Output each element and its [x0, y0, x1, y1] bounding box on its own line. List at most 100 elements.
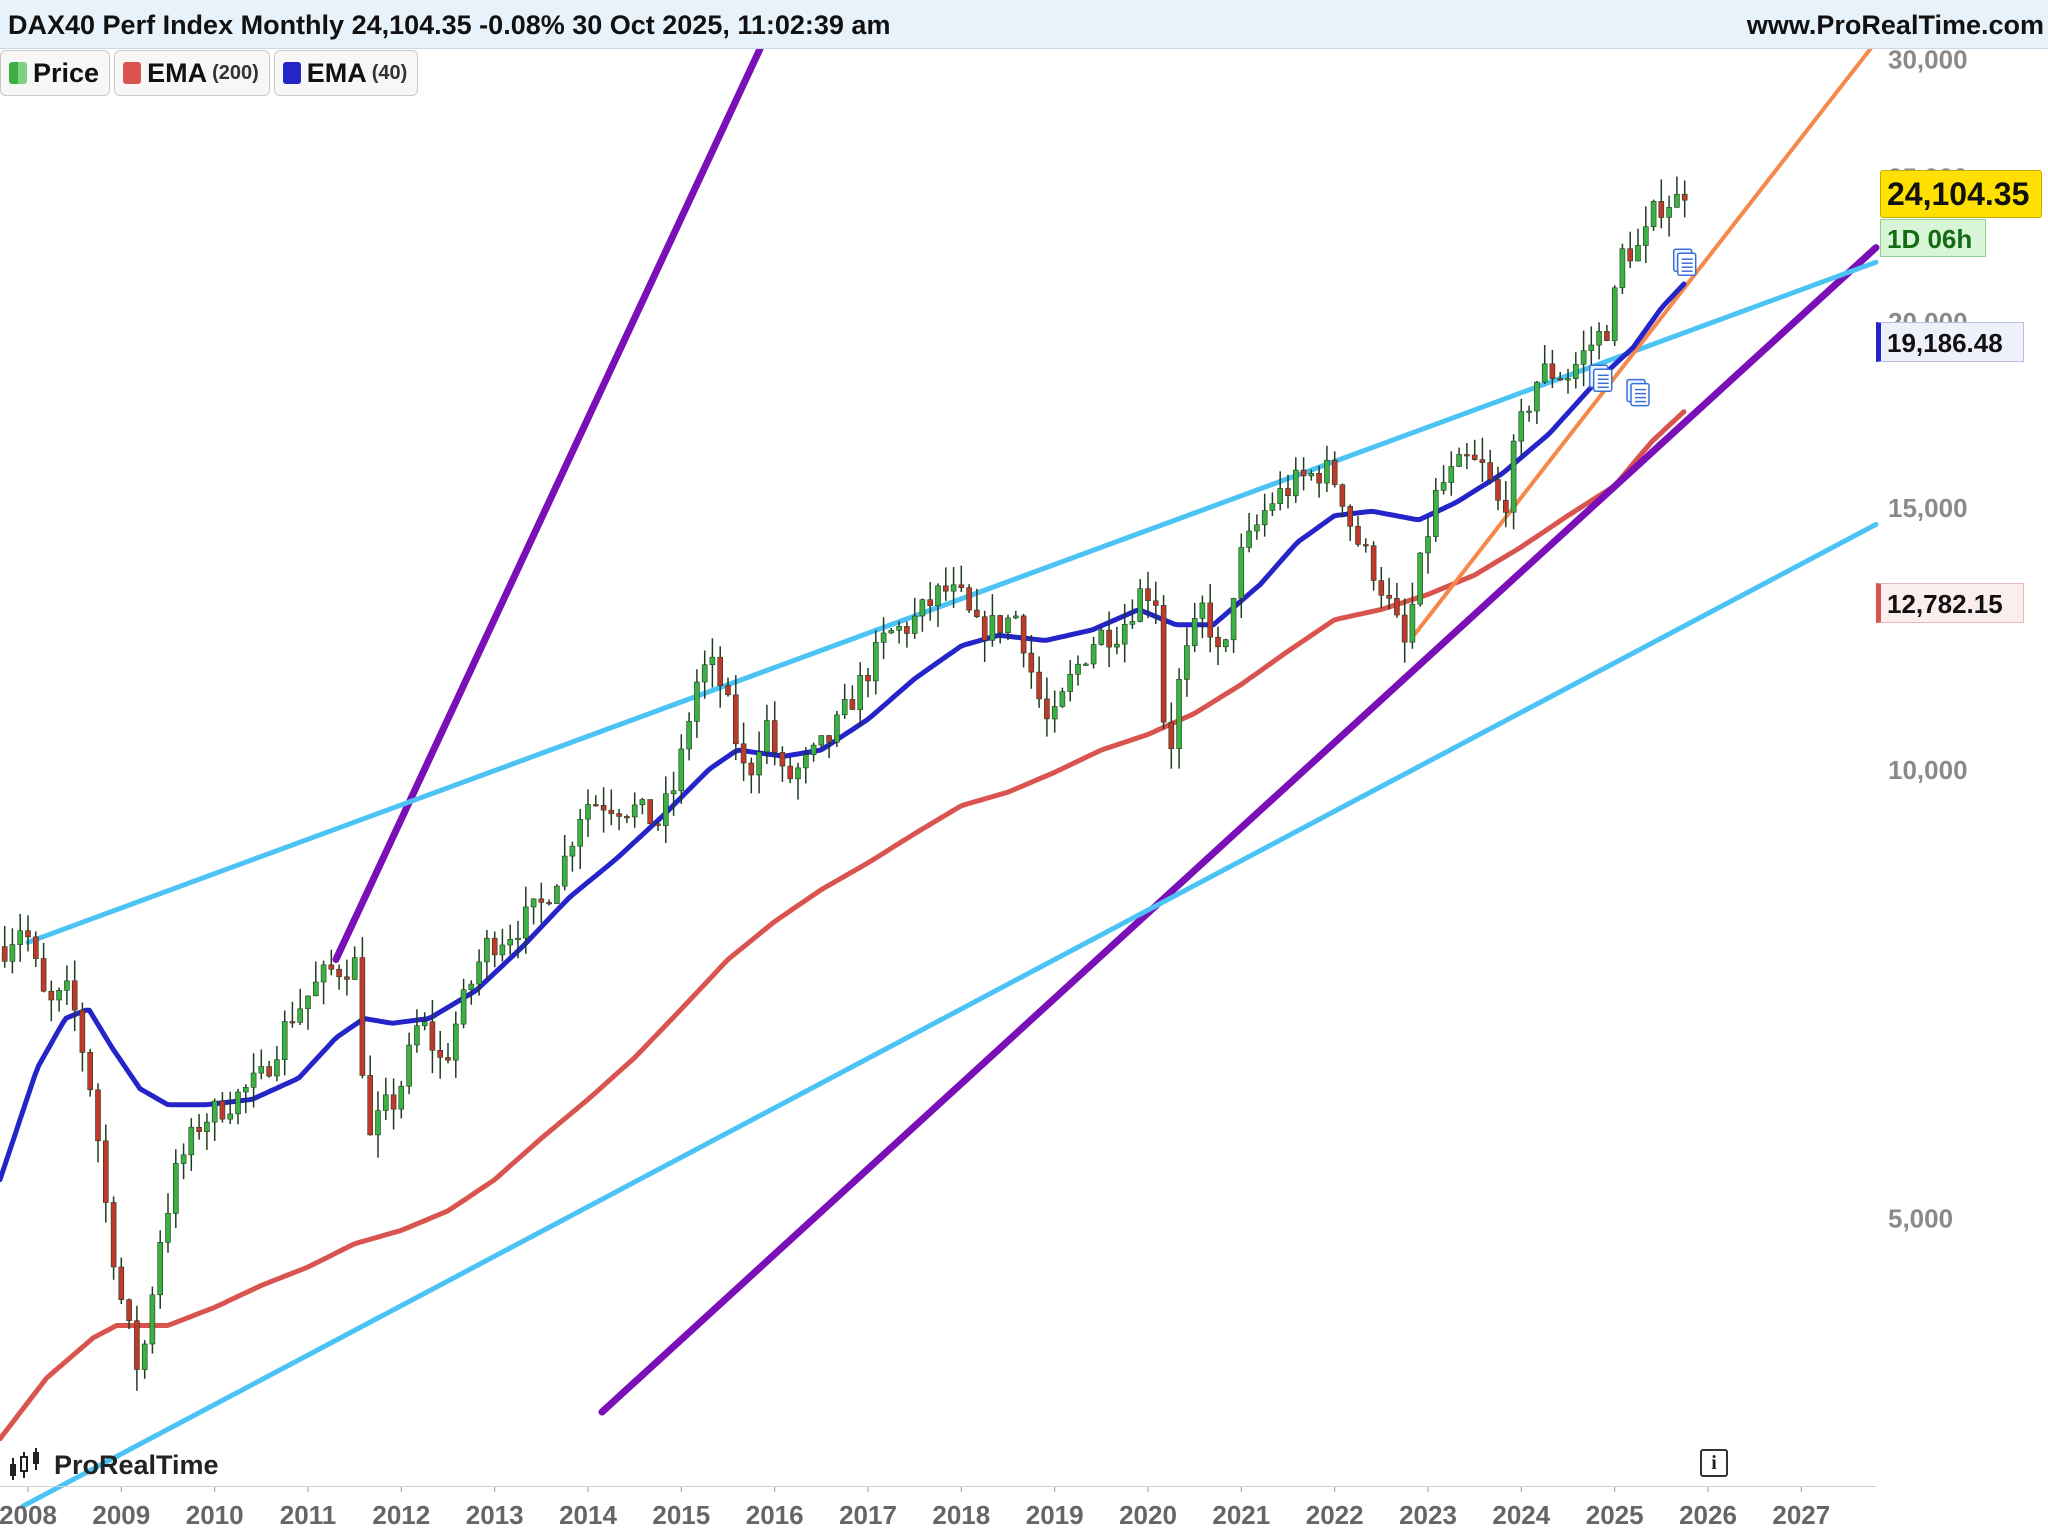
candle — [1285, 474, 1291, 509]
candle — [608, 789, 615, 826]
legend-price[interactable]: Price — [0, 50, 111, 96]
candle — [1254, 514, 1260, 540]
candle-body — [522, 906, 529, 939]
indicator-legend: Price EMA (200) EMA (40) — [0, 50, 419, 96]
candle-body — [546, 902, 552, 905]
candle-time-left-badge: 1D 06h — [1880, 219, 1986, 257]
candle-body — [1526, 410, 1532, 413]
candle-body — [857, 674, 864, 710]
note-icon[interactable] — [1672, 248, 1697, 276]
candle — [258, 1049, 265, 1080]
x-tick-label: 2013 — [466, 1500, 524, 1530]
candle — [1386, 577, 1392, 610]
candle-body — [997, 615, 1004, 634]
candle — [204, 1113, 210, 1150]
candle — [1355, 516, 1361, 547]
candle — [289, 1001, 296, 1028]
candle-body — [1059, 691, 1066, 707]
candle-body — [1347, 506, 1353, 527]
candle-body — [1604, 331, 1610, 341]
candle — [857, 662, 864, 727]
candle-body — [141, 1343, 148, 1370]
candle-body — [1549, 363, 1556, 379]
candle-body — [935, 585, 941, 606]
candle-body — [950, 584, 957, 592]
candle — [367, 1055, 374, 1136]
trendlines-layer[interactable] — [20, 34, 1880, 1509]
candle-body — [157, 1242, 163, 1296]
candle-body — [1401, 614, 1408, 643]
purple-trend-line — [598, 244, 1880, 1416]
candle-body — [274, 1059, 280, 1077]
x-tick-label: 2021 — [1212, 1500, 1270, 1530]
candle — [445, 1043, 451, 1064]
legend-ema40[interactable]: EMA (40) — [273, 50, 419, 96]
candle-body — [1129, 621, 1136, 625]
info-icon[interactable]: i — [1700, 1449, 1728, 1477]
candle-body — [1339, 484, 1346, 507]
notes-layer[interactable] — [1588, 248, 1697, 407]
candle — [95, 1083, 101, 1163]
candle — [1106, 611, 1112, 668]
candle-body — [1619, 248, 1626, 289]
chart-title: DAX40 Perf Index Monthly 24,104.35 -0.08… — [8, 10, 891, 40]
candle-body — [429, 1021, 436, 1051]
candle-body — [1036, 671, 1042, 700]
candle — [1184, 627, 1190, 697]
candle — [1448, 451, 1455, 496]
candle — [1409, 582, 1416, 649]
x-tick-label: 2015 — [652, 1500, 710, 1530]
candle-body — [211, 1100, 218, 1123]
candle — [655, 821, 661, 831]
candle — [126, 1298, 132, 1329]
candle-body — [110, 1202, 117, 1268]
candle-body — [204, 1121, 210, 1132]
candle — [1456, 447, 1462, 468]
candle-body — [1510, 440, 1517, 513]
candle — [1153, 581, 1159, 625]
candle-body — [911, 615, 918, 634]
candle-body — [1378, 580, 1385, 596]
candle-body — [966, 587, 972, 611]
candle — [1269, 492, 1276, 516]
x-tick-label: 2024 — [1492, 1500, 1550, 1530]
candle-body — [118, 1266, 125, 1301]
candle — [1324, 445, 1330, 492]
candle-body — [406, 1044, 412, 1087]
legend-ema200[interactable]: EMA (200) — [114, 50, 270, 96]
candle-body — [577, 818, 584, 847]
candle — [344, 959, 350, 996]
candle-body — [1370, 545, 1377, 581]
candle — [406, 1032, 412, 1095]
candle — [243, 1084, 249, 1114]
candle — [110, 1196, 117, 1280]
candle — [639, 797, 646, 815]
candle-body — [1300, 469, 1307, 477]
candle — [872, 630, 879, 695]
candle — [1331, 451, 1338, 488]
candle-body — [421, 1021, 428, 1026]
candle-body — [1106, 629, 1112, 648]
note-icon[interactable] — [1626, 378, 1650, 407]
candle — [1145, 571, 1151, 619]
candle — [429, 999, 436, 1074]
note-icon[interactable] — [1588, 364, 1613, 393]
candle-body — [173, 1163, 179, 1214]
candle — [211, 1098, 218, 1141]
candle-body — [1230, 598, 1237, 641]
brand-link[interactable]: www.ProRealTime.com — [1746, 10, 2044, 40]
candle-body — [17, 930, 24, 945]
candle-body — [1643, 226, 1649, 246]
candle-body — [398, 1085, 405, 1110]
candle-body — [445, 1057, 451, 1061]
candle-body — [149, 1294, 156, 1345]
candle-body — [460, 989, 467, 1025]
y-tick-label: 30,000 — [1888, 45, 1968, 75]
candle-body — [64, 980, 70, 991]
candle — [1611, 285, 1618, 346]
candle-body — [1121, 623, 1128, 645]
candle-body — [1316, 472, 1322, 484]
x-tick-label: 2022 — [1306, 1500, 1364, 1530]
candle — [725, 677, 731, 697]
